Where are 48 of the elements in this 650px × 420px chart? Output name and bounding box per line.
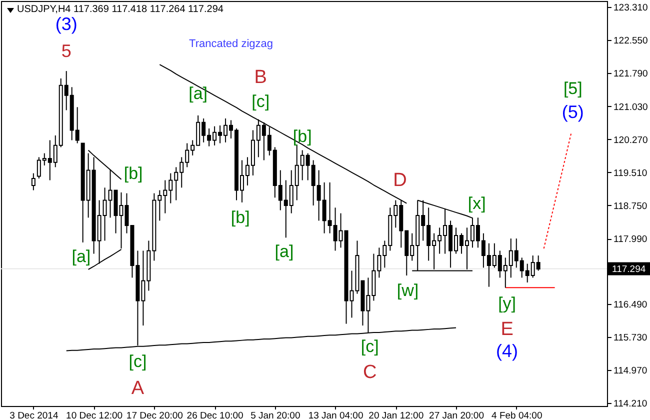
x-tick-label: 3 Dec 2014 [10,410,58,420]
line-series [543,132,572,250]
annotation: [b] [292,127,312,146]
annotation: [y] [498,294,516,313]
y-tick-label: 114.970 [614,365,648,376]
annotation: 5 [61,41,72,61]
annotation: [a] [274,242,294,261]
annotation: [a] [188,84,208,103]
x-tick-label: 17 Dec 20:00 [126,410,183,420]
annotation: [c] [252,92,270,111]
annotation: [b] [230,208,250,227]
chart-title: USDJPY,H4 117.369 117.418 117.264 117.294 [17,4,224,15]
annotation: E [500,319,514,340]
annotation: [b] [124,164,143,183]
annotation: B [254,67,267,88]
annotation: [c] [360,337,379,356]
y-tick-label: 117.990 [614,234,648,246]
annotation: (3) [55,14,78,34]
y-tick-label: 115.730 [614,332,648,344]
x-tick-label: 26 Dec 10:00 [186,410,244,420]
x-tick-label: 13 Jan 04:00 [308,410,364,420]
ref-line-label: 117.294 [612,264,646,275]
annotation: Trancated zigzag [189,38,273,50]
annotation: (5) [562,102,584,122]
annotation: [c] [128,352,147,371]
y-tick-label: 119.510 [614,168,648,179]
annotation: [w] [396,281,419,300]
annotation: [a] [72,247,91,266]
y-tick-label: 114.210 [614,398,648,410]
x-tick-label: 27 Jan 20:00 [429,410,484,420]
annotation: [x] [468,194,486,213]
y-tick-label: 121.030 [614,102,648,113]
annotation: A [131,378,144,399]
x-tick-label: 10 Dec 12:00 [66,410,123,420]
x-tick-label: 4 Feb 04:00 [492,410,542,420]
y-tick-label: 116.490 [614,299,648,310]
candlestick [31,172,36,191]
annotation: C [362,362,377,383]
y-tick-label: 121.790 [614,68,648,80]
annotation: [5] [563,79,582,98]
annotation: (4) [496,341,518,361]
x-tick-label: 20 Jan 12:00 [368,410,424,420]
y-tick-label: 122.550 [614,36,648,47]
y-tick-label: 120.270 [614,134,648,146]
y-tick-label: 118.750 [614,200,648,212]
annotation: D [393,170,407,191]
y-tick-label: 123.310 [614,2,648,14]
x-tick-label: 5 Jan 20:00 [250,410,300,420]
